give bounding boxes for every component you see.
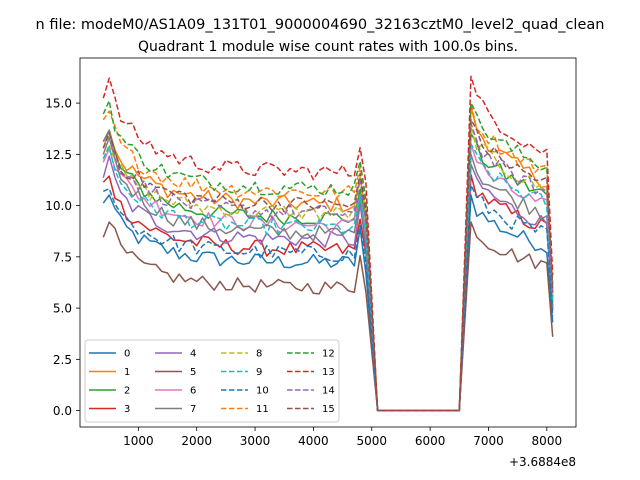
x-tick-label: 5000 — [356, 434, 387, 448]
series-lines — [102, 75, 554, 412]
x-tick-label: 8000 — [532, 434, 563, 448]
y-tick-label: 5.0 — [53, 302, 72, 316]
legend-label: 5 — [190, 367, 196, 378]
y-tick-label: 7.5 — [53, 250, 72, 264]
legend-label: 11 — [256, 404, 269, 415]
y-tick-label: 12.5 — [45, 148, 72, 162]
series-line-3 — [102, 174, 554, 412]
series-line-6 — [102, 143, 554, 412]
x-tick-label: 4000 — [298, 434, 329, 448]
x-tick-label: 1000 — [123, 434, 154, 448]
legend-label: 14 — [322, 386, 335, 397]
y-tick-label: 2.5 — [53, 353, 72, 367]
axes-frame — [79, 57, 577, 428]
x-tick-label: 2000 — [181, 434, 212, 448]
series-line-9 — [102, 143, 554, 412]
legend-label: 10 — [256, 386, 269, 397]
series-line-5 — [102, 221, 554, 412]
legend-label: 13 — [322, 367, 335, 378]
x-tick-label: 3000 — [240, 434, 271, 448]
legend-label: 7 — [190, 404, 196, 415]
x-tick-label: 7000 — [473, 434, 504, 448]
legend-label: 15 — [322, 404, 335, 415]
legend-label: 6 — [190, 386, 196, 397]
series-line-2 — [102, 129, 554, 412]
plot-area — [102, 75, 554, 412]
legend-label: 8 — [256, 349, 262, 360]
legend-label: 2 — [124, 386, 130, 397]
legend-label: 3 — [124, 404, 130, 415]
series-line-12 — [102, 100, 554, 412]
series-line-13 — [102, 75, 554, 412]
legend-label: 0 — [124, 349, 130, 360]
legend-label: 12 — [322, 349, 335, 360]
figure-suptitle: n file: modeM0/AS1A09_131T01_9000004690_… — [36, 17, 605, 33]
chart-title: Quadrant 1 module wise count rates with … — [138, 39, 518, 55]
series-line-15 — [102, 118, 554, 412]
y-axis: 0.0 2.5 5.0 7.5 10.0 12.5 15.0 — [45, 97, 80, 418]
series-line-14 — [102, 122, 554, 412]
legend-box — [84, 339, 340, 423]
legend-label: 1 — [124, 367, 130, 378]
x-axis: 1000 2000 3000 4000 5000 6000 7000 8000 — [123, 427, 562, 448]
y-tick-label: 10.0 — [45, 199, 72, 213]
series-line-8 — [102, 122, 554, 412]
legend-label: 9 — [256, 367, 262, 378]
y-tick-label: 15.0 — [45, 97, 72, 111]
x-tick-label: 6000 — [415, 434, 446, 448]
y-tick-label: 0.0 — [53, 404, 72, 418]
legend-label: 4 — [190, 349, 196, 360]
series-line-7 — [102, 136, 554, 412]
series-line-0 — [102, 194, 554, 412]
series-line-10 — [102, 184, 554, 412]
x-axis-offset-label: +3.6884e8 — [509, 455, 576, 469]
series-line-4 — [102, 155, 554, 412]
